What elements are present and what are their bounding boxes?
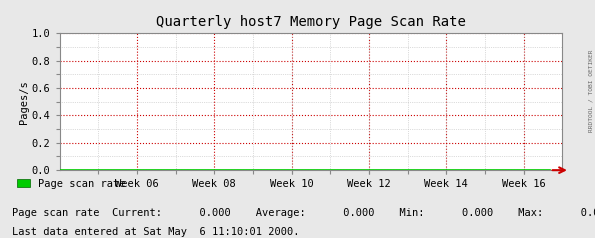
Text: RRDTOOL / TOBI OETIKER: RRDTOOL / TOBI OETIKER bbox=[588, 49, 593, 132]
Text: Page scan rate  Current:      0.000    Average:      0.000    Min:      0.000   : Page scan rate Current: 0.000 Average: 0… bbox=[12, 208, 595, 218]
Y-axis label: Pages/s: Pages/s bbox=[19, 80, 29, 124]
Title: Quarterly host7 Memory Page Scan Rate: Quarterly host7 Memory Page Scan Rate bbox=[156, 15, 466, 29]
Legend: Page scan rate: Page scan rate bbox=[17, 179, 126, 189]
Text: Last data entered at Sat May  6 11:10:01 2000.: Last data entered at Sat May 6 11:10:01 … bbox=[12, 227, 299, 237]
